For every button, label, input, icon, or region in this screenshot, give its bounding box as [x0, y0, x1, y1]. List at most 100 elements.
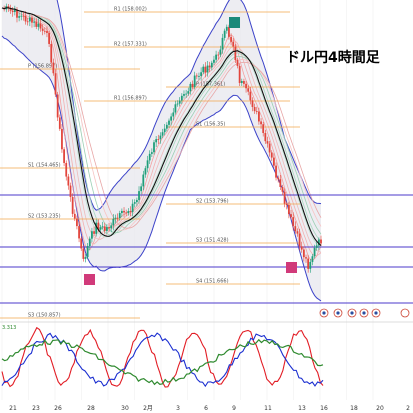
candle-body [150, 152, 153, 154]
candle-body [93, 231, 95, 234]
candle-body [146, 160, 149, 169]
candlestick-series [3, 3, 322, 273]
candle-body [202, 66, 205, 73]
candle-body [249, 91, 252, 101]
ma-ribbon-line [1, 7, 322, 231]
candle-body [78, 226, 80, 239]
candle-body [200, 72, 203, 76]
pivot-label: P (157.361) [196, 82, 225, 88]
event-flag-dot [350, 311, 354, 315]
oscillator-line-blue [1, 332, 324, 388]
candle-body [20, 15, 23, 17]
pivot-label: R1 (158.002) [114, 7, 147, 13]
candle-body [270, 152, 273, 158]
candle-body [240, 81, 243, 83]
oscillator-line-green [1, 338, 324, 386]
candle-body [290, 214, 292, 218]
candle-body [223, 30, 226, 38]
candle-body [247, 88, 250, 92]
candle-body [275, 165, 277, 178]
candle-body [217, 54, 220, 56]
candle-body [7, 6, 10, 9]
ma-ribbon-line [1, 7, 322, 235]
candle-body [58, 117, 61, 129]
candle-body [236, 59, 239, 66]
candle-body [61, 128, 63, 150]
candle-body [172, 112, 175, 117]
candle-body [228, 26, 230, 37]
candle-body [101, 226, 104, 228]
pivot-label: S3 (150.857) [28, 313, 61, 319]
candle-body [135, 199, 138, 203]
candle-body [296, 231, 299, 234]
candle-body [198, 75, 200, 77]
ma-ribbon-line [1, 7, 322, 229]
candle-body [243, 81, 245, 84]
candle-body [148, 153, 151, 161]
candle-body [63, 149, 65, 163]
band-upper-line [56, 0, 322, 211]
candle-body [125, 212, 128, 214]
candle-body [142, 174, 145, 187]
candle-body [187, 91, 190, 94]
pivot-level-lines: R1 (158.002) R2 (157.331) P (156.897) R1 (1… [0, 7, 300, 319]
candle-body [159, 135, 162, 140]
candle-body [294, 226, 297, 232]
candle-body [262, 124, 265, 134]
event-flag-dot [336, 311, 340, 315]
x-tick-label: 2 [406, 405, 410, 412]
candle-body [13, 9, 16, 13]
candle-body [204, 66, 207, 73]
candle-body [287, 205, 290, 215]
pivot-label: S4 (151.666) [196, 279, 229, 285]
pivot-label: S3 (151.428) [196, 238, 229, 244]
candle-body [298, 233, 301, 247]
candle-body [69, 185, 72, 198]
candle-body [88, 238, 91, 246]
candle-body [283, 191, 286, 204]
event-flag-dot [322, 311, 326, 315]
candle-body [219, 49, 222, 55]
candle-body [114, 217, 117, 219]
candle-body [189, 83, 192, 92]
candle-body [178, 100, 181, 104]
pivot-label: R2 (157.331) [114, 42, 147, 48]
ma-ribbon-line [1, 7, 322, 262]
candle-body [16, 9, 18, 18]
oscillator-value-label: 3.313 [2, 325, 16, 331]
candle-body [50, 43, 53, 63]
x-axis: 21 23 26 28 30 2月 3 6 9 11 13 16 18 20 2 [9, 405, 410, 412]
candle-body [26, 21, 29, 23]
candle-body [163, 128, 166, 133]
candle-body [272, 157, 275, 166]
candle-body [22, 15, 25, 17]
candle-body [37, 23, 40, 27]
candle-body [191, 83, 194, 88]
candle-body [120, 210, 123, 214]
candle-body [155, 139, 158, 143]
candle-body [174, 104, 177, 113]
candle-body [180, 95, 183, 101]
candle-body [65, 162, 68, 177]
x-tick-label: 20 [376, 405, 384, 412]
candle-body [112, 218, 115, 226]
candle-body [140, 186, 143, 192]
candle-body [277, 177, 280, 180]
candle-body [80, 238, 83, 249]
candle-body [127, 211, 130, 214]
candle-body [91, 231, 93, 239]
candle-body [165, 124, 168, 129]
candle-body [215, 54, 217, 60]
candle-body [168, 120, 170, 125]
x-tick-label: 28 [87, 405, 95, 412]
pivot-label: P (156.897) [28, 64, 57, 70]
candle-body [281, 186, 284, 192]
candle-body [213, 59, 215, 63]
oscillator-panel [1, 326, 324, 388]
candle-body [133, 202, 136, 204]
candle-body [255, 111, 258, 112]
ma-ribbon-line [1, 7, 322, 257]
candle-body [35, 21, 38, 27]
